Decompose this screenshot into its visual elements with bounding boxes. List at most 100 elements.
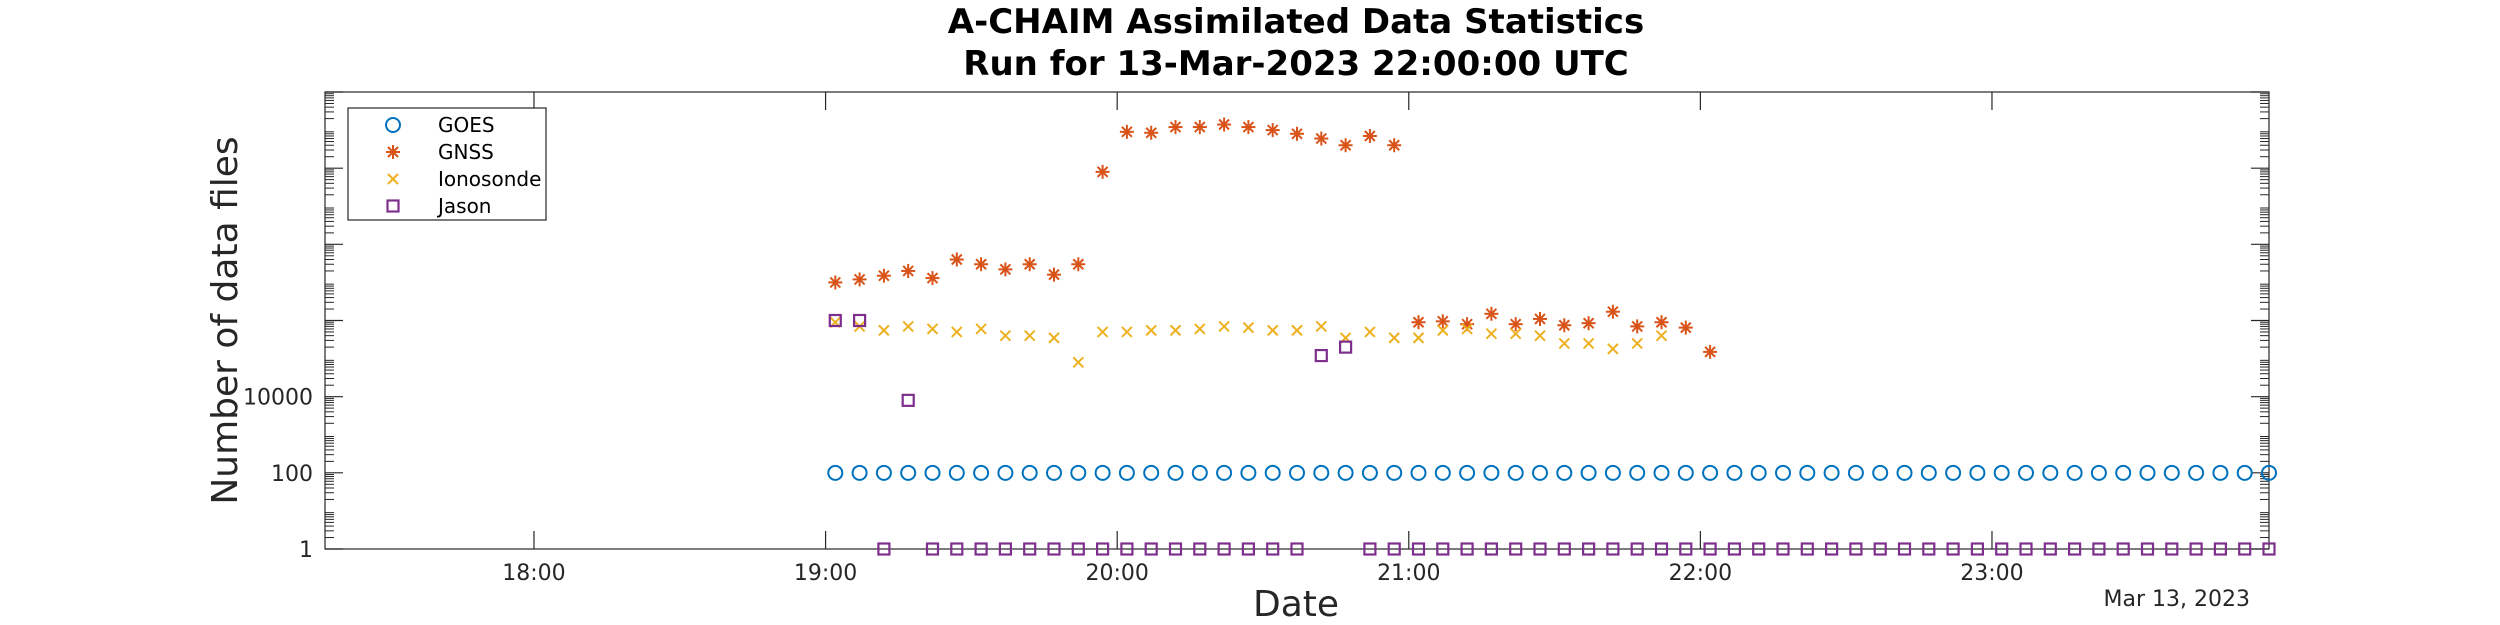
- goes-point: [2236, 464, 2253, 481]
- chart-title: A-CHAIM Assimilated Data Statistics: [948, 2, 1644, 42]
- jason-point: [1679, 542, 1693, 556]
- jason-point: [2043, 542, 2057, 556]
- jason-point: [1193, 542, 1207, 556]
- jason-point: [1144, 542, 1158, 556]
- goes-point: [2139, 464, 2156, 481]
- jason-point: [2262, 542, 2276, 556]
- gnss-point: [974, 257, 989, 272]
- ionosonde-point: [1558, 337, 1571, 350]
- goes-point: [2261, 464, 2277, 481]
- goes-point: [1143, 464, 1160, 481]
- ionosonde-point: [1582, 337, 1595, 350]
- jason-point: [1995, 542, 2009, 556]
- goes-point: [1993, 464, 2010, 481]
- ionosonde-point: [1266, 324, 1279, 337]
- ionosonde-point: [1218, 320, 1230, 333]
- jason-point: [1800, 542, 1814, 556]
- goes-point: [1580, 464, 1597, 481]
- goes-point: [1847, 464, 1864, 481]
- legend-label-goes: GOES: [438, 113, 495, 137]
- ionosonde-point: [1315, 320, 1328, 333]
- goes-point: [1191, 464, 1208, 481]
- gnss-point: [1581, 316, 1596, 331]
- gnss-point: [1168, 120, 1183, 135]
- goes-point: [1021, 464, 1038, 481]
- series-jason: [828, 313, 2276, 556]
- goes-point: [1459, 464, 1476, 481]
- jason-point: [1824, 542, 1839, 556]
- jason-point: [1727, 542, 1742, 556]
- ionosonde-point: [1072, 356, 1085, 368]
- gnss-point: [1144, 125, 1159, 140]
- goes-point: [827, 464, 844, 481]
- jason-point: [1533, 542, 1547, 556]
- goes-point: [2212, 464, 2229, 481]
- jason-point: [1217, 542, 1231, 556]
- jason-point: [1606, 542, 1620, 556]
- goes-point: [1896, 464, 1913, 481]
- gnss-point: [1241, 120, 1256, 135]
- jason-point: [2068, 542, 2082, 556]
- jason-point: [2140, 542, 2155, 556]
- goes-point: [2090, 464, 2107, 481]
- y-tick-label: 100: [271, 462, 313, 487]
- gnss-point: [1605, 304, 1620, 319]
- goes-point: [1945, 464, 1962, 481]
- jason-point: [1654, 542, 1669, 556]
- goes-point: [851, 464, 868, 481]
- x-tick-label: 18:00: [502, 561, 565, 586]
- goes-point: [1750, 464, 1767, 481]
- chart-subtitle: Run for 13-Mar-2023 22:00:00 UTC: [963, 44, 1628, 84]
- ionosonde-point: [1655, 329, 1668, 342]
- y-tick-label: 1: [299, 538, 313, 563]
- legend-marker-jason: [386, 199, 400, 213]
- goes-point: [1240, 464, 1257, 481]
- jason-point: [1314, 348, 1328, 363]
- goes-point: [1070, 464, 1087, 481]
- goes-point: [1483, 464, 1500, 481]
- jason-point: [1460, 542, 1474, 556]
- goes-point: [1677, 464, 1694, 481]
- jason-point: [1387, 542, 1401, 556]
- jason-point: [974, 542, 988, 556]
- goes-point: [948, 464, 965, 481]
- jason-point: [2116, 542, 2130, 556]
- goes-point: [1046, 464, 1062, 481]
- ionosonde-point: [1121, 326, 1133, 338]
- gnss-point: [1533, 311, 1547, 326]
- jason-point: [2238, 542, 2252, 556]
- legend-marker-ionosonde: [387, 173, 399, 185]
- gnss-point: [1192, 120, 1207, 135]
- goes-point: [2115, 464, 2132, 481]
- ionosonde-point: [1242, 321, 1255, 334]
- ionosonde-point: [1412, 332, 1425, 344]
- ionosonde-point: [1145, 324, 1157, 337]
- jason-point: [1630, 542, 1644, 556]
- ionosonde-point: [1388, 332, 1400, 344]
- y-axis-label: Number of data files: [205, 136, 246, 504]
- jason-point: [1484, 542, 1499, 556]
- gnss-point: [876, 268, 891, 283]
- goes-point: [1823, 464, 1840, 481]
- gnss-point: [1484, 306, 1499, 321]
- jason-point: [1557, 542, 1571, 556]
- jason-point: [828, 313, 842, 328]
- goes-point: [924, 464, 941, 481]
- jason-point: [1970, 542, 1985, 556]
- legend-label-jason: Jason: [436, 194, 492, 218]
- x-tick-label: 22:00: [1669, 561, 1732, 586]
- jason-point: [1873, 542, 1887, 556]
- jason-point: [2165, 542, 2179, 556]
- jason-point: [1752, 542, 1766, 556]
- goes-point: [2018, 464, 2034, 481]
- jason-point: [1946, 542, 1960, 556]
- gnss-point: [1508, 317, 1523, 332]
- legend: GOES GNSS Ionosonde Jason: [347, 107, 547, 221]
- series-gnss: [828, 117, 1718, 359]
- goes-point: [1653, 464, 1670, 481]
- jason-point: [2092, 542, 2106, 556]
- goes-point: [1337, 464, 1354, 481]
- goes-point: [1167, 464, 1184, 481]
- goes-point: [1604, 464, 1621, 481]
